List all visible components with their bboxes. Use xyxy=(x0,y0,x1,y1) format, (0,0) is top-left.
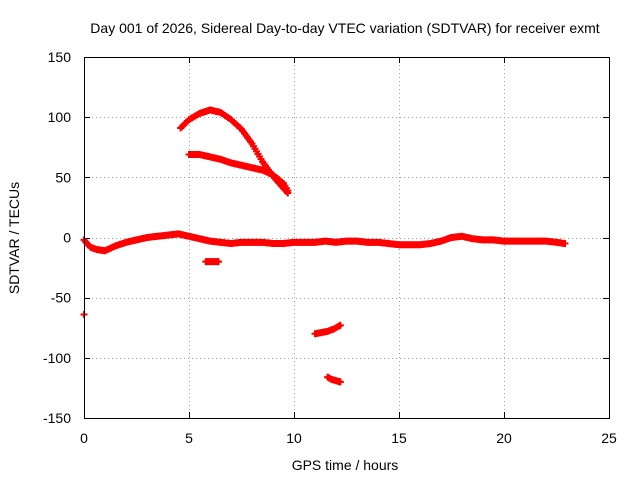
y-tick-label: -50 xyxy=(51,290,71,306)
y-tick-label: 0 xyxy=(63,230,71,246)
plot-frame xyxy=(84,57,610,419)
x-tick-label: 25 xyxy=(601,430,617,446)
y-tick-label: -100 xyxy=(43,350,71,366)
x-tick-label: 5 xyxy=(185,430,193,446)
data-point xyxy=(284,187,292,195)
y-tick-label: -150 xyxy=(43,410,71,426)
x-axis-label: GPS time / hours xyxy=(292,457,399,473)
x-tick-label: 15 xyxy=(391,430,407,446)
chart-title: Day 001 of 2026, Sidereal Day-to-day VTE… xyxy=(90,20,599,36)
x-tick-label: 0 xyxy=(80,430,88,446)
series-near-zero-band xyxy=(80,230,569,255)
data-points xyxy=(80,106,569,386)
y-tick-label: 50 xyxy=(55,169,71,185)
series-short-segment xyxy=(202,258,222,266)
y-tick-label: 150 xyxy=(48,49,72,65)
x-tick-label: 20 xyxy=(496,430,512,446)
data-point xyxy=(336,321,344,329)
data-point xyxy=(336,378,344,386)
series-lower-segment-b xyxy=(324,373,344,386)
y-axis-label: SDTVAR / TECUs xyxy=(6,182,22,294)
series-upper-descending xyxy=(185,150,292,195)
axis-ticks: 0 5 10 15 20 25 -150 -100 -50 0 50 100 150 xyxy=(43,49,617,446)
data-point xyxy=(561,240,569,248)
series-lower-segment-a xyxy=(311,321,344,338)
y-tick-label: 100 xyxy=(48,109,72,125)
x-tick-label: 10 xyxy=(286,430,302,446)
data-point xyxy=(214,258,222,266)
